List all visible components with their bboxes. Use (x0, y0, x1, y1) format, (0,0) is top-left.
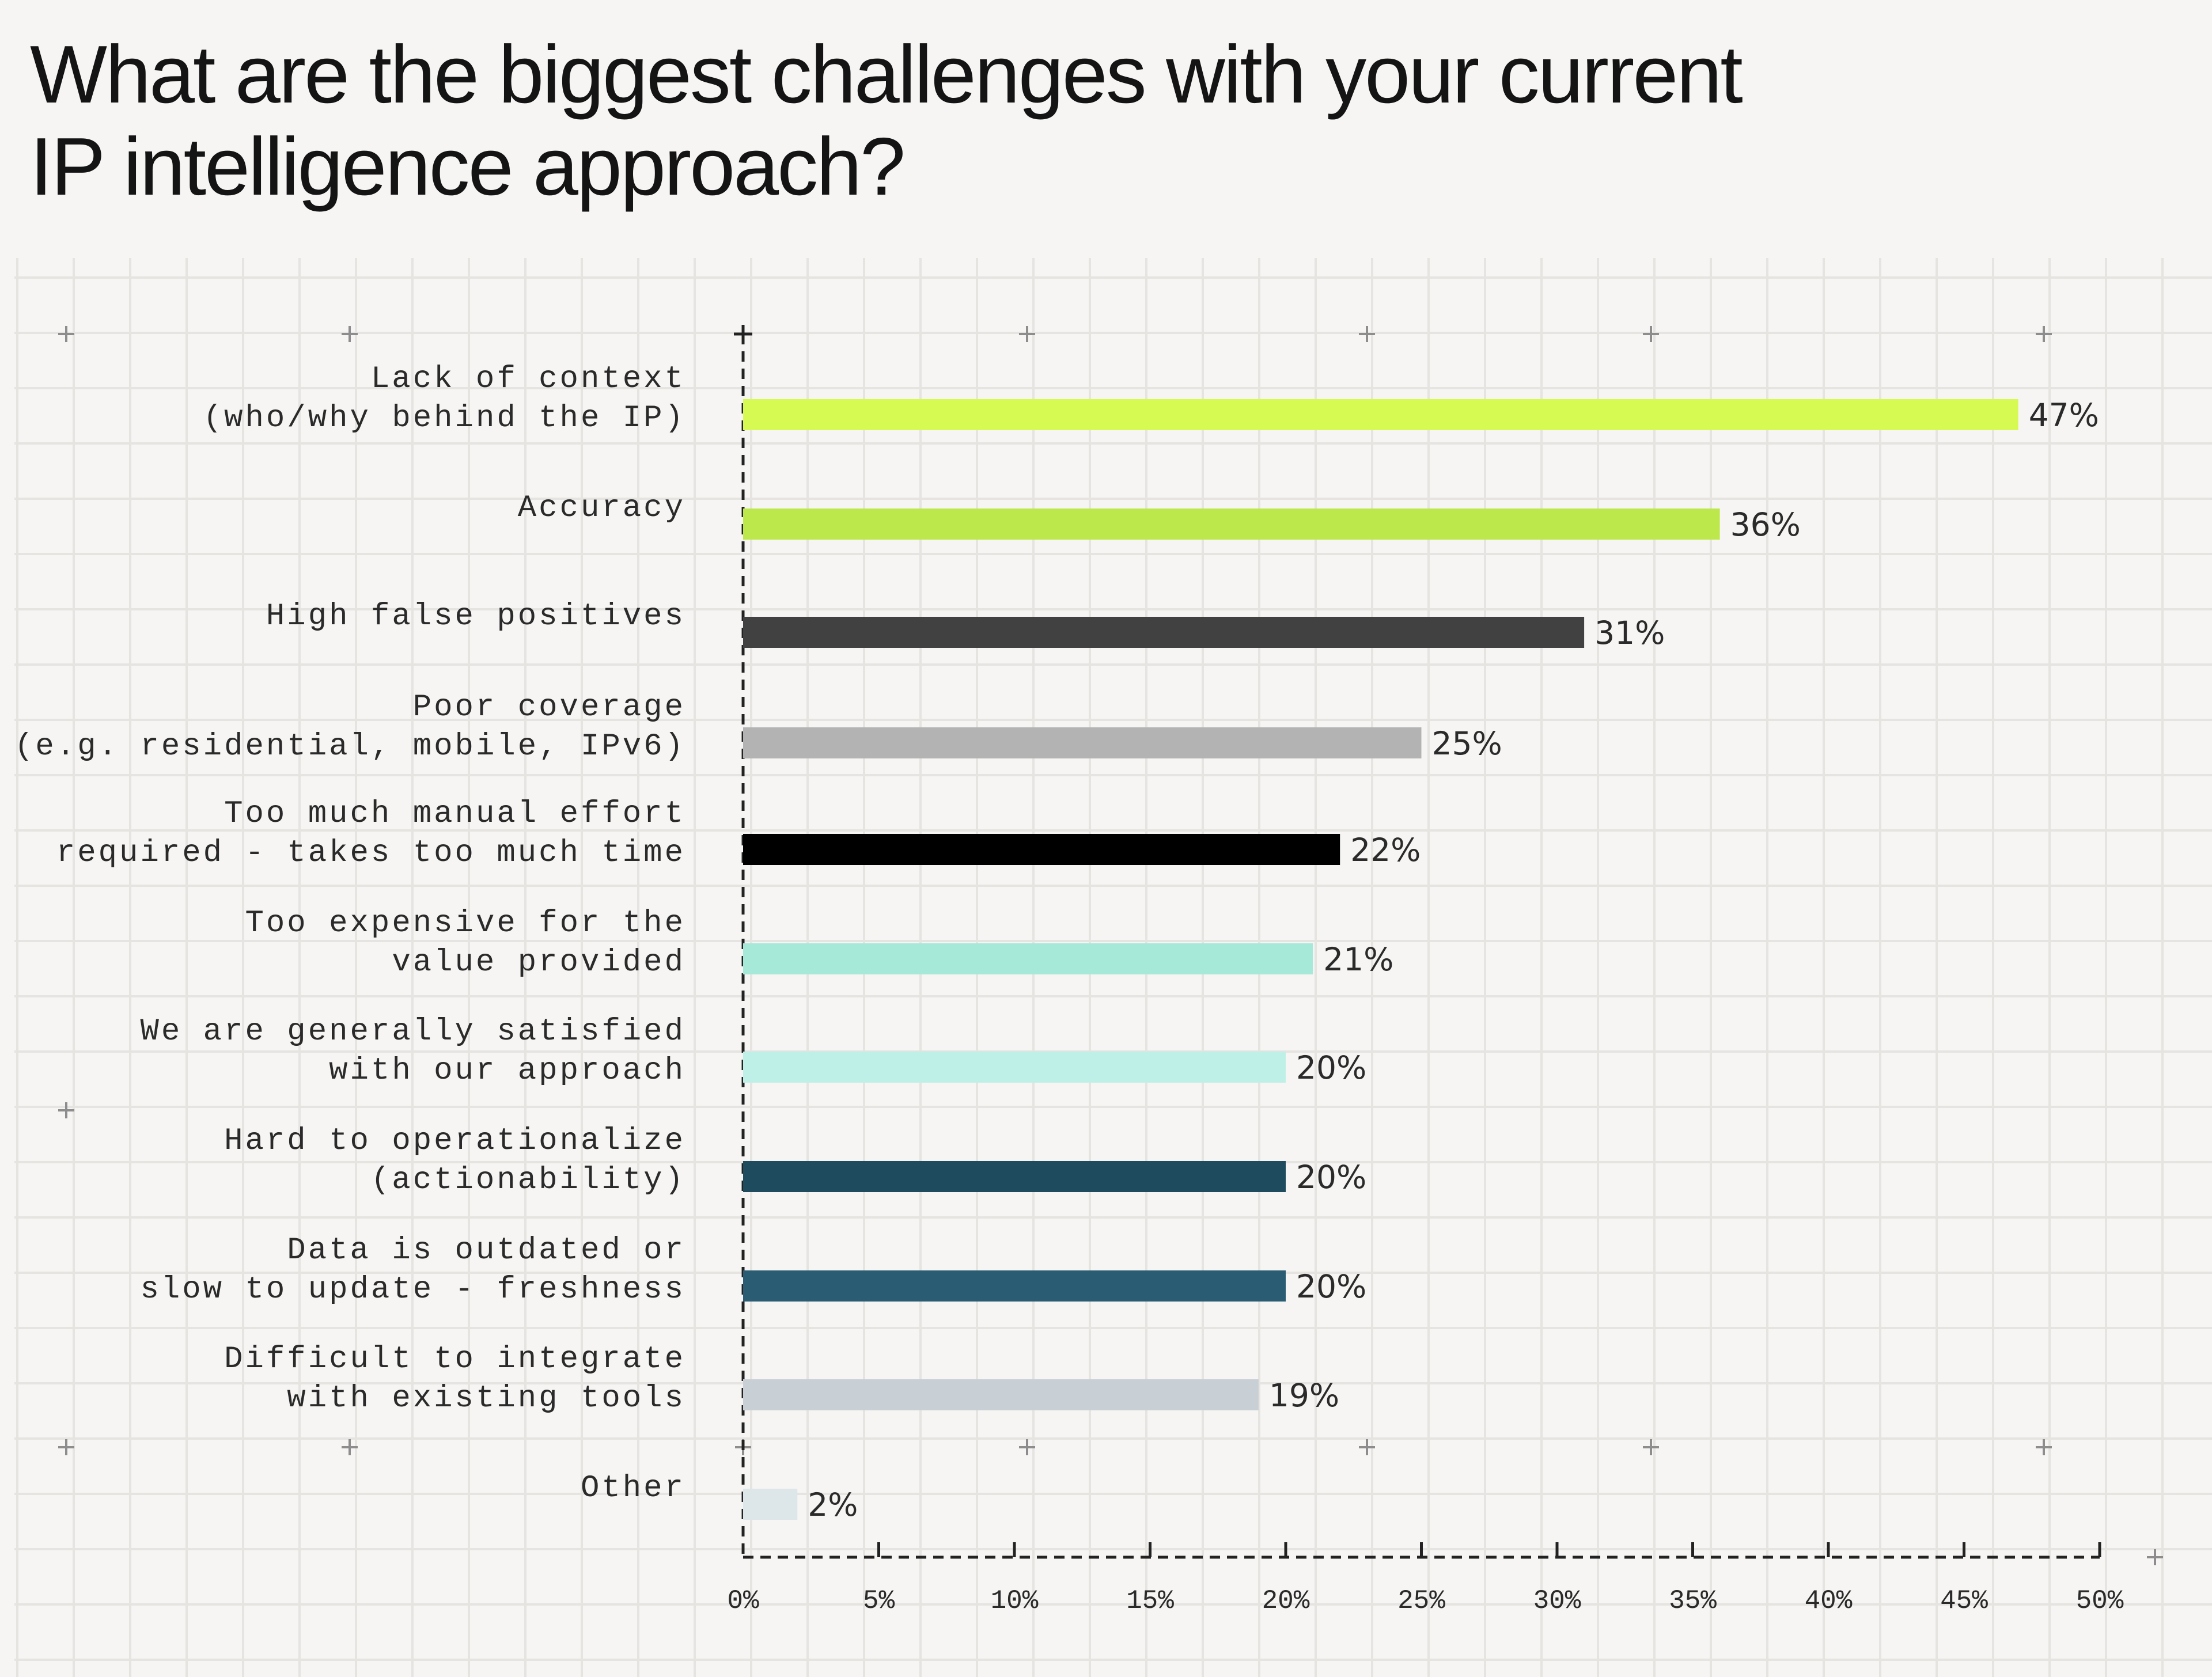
category-label: Data is outdated or (287, 1233, 685, 1268)
category-label: with our approach (329, 1053, 685, 1088)
value-label: 2% (808, 1486, 858, 1523)
x-tick-label: 45% (1940, 1586, 1988, 1616)
cross-marker (1643, 1439, 1659, 1455)
cross-marker (1019, 326, 1035, 342)
bar (743, 834, 1340, 865)
chart-title-line-2: IP intelligence approach? (30, 121, 906, 213)
cross-marker (58, 1102, 74, 1118)
category-label: We are generally satisfied (140, 1014, 685, 1049)
value-label: 25% (1432, 725, 1502, 762)
category-label: value provided (392, 945, 685, 980)
x-tick-label: 20% (1262, 1586, 1310, 1616)
cross-marker (58, 1439, 74, 1455)
cross-marker (1359, 326, 1375, 342)
x-tick-label: 40% (1805, 1586, 1853, 1616)
cross-marker (342, 1439, 358, 1455)
bar (743, 1052, 1286, 1083)
value-label: 31% (1594, 614, 1665, 651)
category-label: (actionability) (371, 1163, 685, 1198)
cross-marker (1359, 1439, 1375, 1455)
category-label: slow to update - freshness (140, 1272, 685, 1307)
bar (743, 617, 1585, 648)
x-tick-label: 25% (1397, 1586, 1445, 1616)
bar (743, 1379, 1259, 1410)
category-label: (who/why behind the IP) (203, 401, 685, 436)
bar (743, 727, 1422, 758)
x-tick-label: 30% (1533, 1586, 1581, 1616)
bar (743, 1489, 798, 1520)
cross-marker (1643, 326, 1659, 342)
category-label: (e.g. residential, mobile, IPv6) (14, 729, 685, 764)
chart-title: What are the biggest challenges with you… (30, 29, 2046, 213)
value-label: 47% (2029, 397, 2099, 434)
x-tick-label: 10% (991, 1586, 1039, 1616)
x-tick-label: 35% (1669, 1586, 1717, 1616)
bar (743, 1161, 1286, 1192)
value-label: 20% (1296, 1159, 1366, 1196)
category-label: Accuracy (518, 491, 685, 526)
cross-marker (342, 326, 358, 342)
value-label: 36% (1730, 506, 1801, 543)
category-label: Hard to operationalize (224, 1124, 685, 1159)
value-label: 20% (1296, 1049, 1366, 1086)
value-label: 19% (1269, 1377, 1339, 1414)
category-label: High false positives (266, 599, 685, 634)
x-tick-label: 50% (2076, 1586, 2124, 1616)
bar (743, 399, 2018, 430)
category-label: Poor coverage (413, 690, 685, 725)
chart-title-line-1: What are the biggest challenges with you… (30, 29, 1743, 120)
cross-marker (2036, 1439, 2052, 1455)
cross-marker (1019, 1439, 1035, 1455)
value-label: 22% (1350, 832, 1421, 868)
category-label: Other (581, 1471, 685, 1506)
category-label: with existing tools (287, 1381, 685, 1416)
x-tick-label: 5% (863, 1586, 895, 1616)
cross-marker (2147, 1549, 2163, 1565)
category-label: Too expensive for the (245, 906, 685, 941)
category-label: Lack of context (371, 362, 685, 397)
category-label: Difficult to integrate (224, 1342, 685, 1377)
bar (743, 509, 1720, 540)
value-label: 20% (1296, 1268, 1366, 1305)
category-label: required - takes too much time (56, 836, 685, 871)
cross-marker (2036, 326, 2052, 342)
category-label: Too much manual effort (224, 796, 685, 832)
x-tick-label: 0% (727, 1586, 759, 1616)
x-tick-label: 15% (1126, 1586, 1174, 1616)
bar (743, 1270, 1286, 1302)
value-label: 21% (1323, 941, 1393, 978)
bar (743, 943, 1313, 974)
cross-marker (58, 326, 74, 342)
